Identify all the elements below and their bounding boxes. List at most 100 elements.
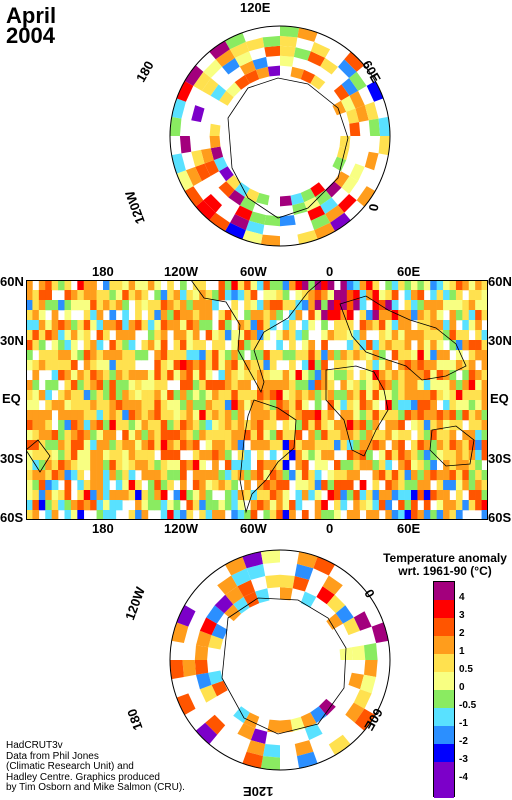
anomaly-cell [353, 450, 360, 461]
anomaly-cell [366, 410, 373, 421]
anomaly-cell [346, 108, 360, 124]
anomaly-cell [346, 490, 354, 501]
right-lat-60n: 60N [488, 274, 512, 289]
anomaly-cell [289, 400, 296, 411]
anomaly-cell [359, 430, 367, 441]
top-lon-0: 0 [326, 264, 334, 279]
anomaly-cell [340, 350, 348, 361]
anomaly-cell [205, 430, 213, 441]
anomaly-cell [423, 490, 431, 501]
anomaly-cell [481, 470, 488, 481]
anomaly-cell [263, 360, 271, 371]
anomaly-cell [96, 290, 104, 301]
anomaly-cell [58, 420, 65, 431]
anomaly-cell [173, 340, 181, 351]
anomaly-cell [218, 310, 226, 321]
anomaly-cell [218, 350, 226, 361]
anomaly-cell [378, 116, 390, 136]
anomaly-cell [109, 410, 117, 421]
anomaly-cell [58, 410, 65, 421]
anomaly-cell [173, 490, 181, 501]
anomaly-cell [308, 380, 316, 391]
anomaly-cell [310, 41, 331, 58]
anomaly-cell [38, 470, 46, 481]
anomaly-cell [209, 123, 221, 136]
anomaly-cell [246, 740, 266, 757]
anomaly-cell [90, 300, 97, 311]
anomaly-cell [83, 450, 91, 461]
anomaly-cell [115, 380, 123, 391]
anomaly-cell [32, 310, 40, 321]
anomaly-cell [96, 460, 104, 471]
credit-line-1: HadCRUT3v [6, 740, 63, 751]
anomaly-cell [449, 360, 457, 371]
anomaly-cell [280, 215, 296, 227]
anomaly-cell [77, 390, 85, 401]
anomaly-cell [141, 420, 149, 431]
anomaly-cell [346, 440, 354, 451]
anomaly-cell [280, 45, 296, 57]
anomaly-cell [449, 500, 457, 511]
anomaly-cell [154, 280, 162, 291]
legend-tick-label: -1 [459, 718, 468, 729]
anomaly-cell [263, 310, 271, 321]
anomaly-cell [269, 300, 277, 311]
anomaly-cell [135, 380, 142, 391]
anomaly-cell [96, 400, 104, 411]
anomaly-cell [443, 440, 450, 451]
anomaly-cell [334, 400, 341, 411]
anomaly-cell [32, 370, 40, 381]
anomaly-cell [32, 300, 40, 311]
anomaly-cell [167, 500, 174, 511]
anomaly-cell [186, 400, 194, 411]
anomaly-cell [186, 510, 194, 520]
anomaly-cell [346, 350, 354, 361]
anomaly-cell [468, 470, 476, 481]
anomaly-cell [475, 490, 482, 501]
anomaly-cell [51, 400, 59, 411]
anomaly-cell [250, 280, 258, 291]
anomaly-cell [212, 410, 219, 421]
anomaly-cell [346, 510, 354, 520]
anomaly-cell [398, 400, 405, 411]
anomaly-cell [455, 410, 463, 421]
anomaly-cell [51, 350, 59, 361]
anomaly-cell [173, 390, 181, 401]
anomaly-cell [257, 450, 264, 461]
anomaly-cell [366, 380, 373, 391]
anomaly-cell [481, 410, 488, 421]
anomaly-cell [160, 310, 168, 321]
anomaly-cell [214, 594, 234, 614]
anomaly-cell [430, 280, 437, 291]
anomaly-cell [340, 360, 348, 371]
anomaly-cell [45, 390, 52, 401]
anomaly-cell [147, 440, 155, 451]
anomaly-cell [83, 350, 91, 361]
anomaly-cell [314, 350, 322, 361]
anomaly-cell [186, 460, 194, 471]
anomaly-cell [475, 310, 482, 321]
anomaly-cell [213, 156, 228, 172]
anomaly-cell [280, 574, 295, 589]
anomaly-cell [475, 400, 482, 411]
anomaly-cell [122, 300, 129, 311]
anomaly-cell [321, 280, 328, 291]
anomaly-cell [70, 390, 78, 401]
anomaly-cell [301, 470, 309, 481]
anomaly-cell [167, 480, 174, 491]
anomaly-cell [122, 330, 129, 341]
anomaly-cell [339, 647, 353, 660]
anomaly-cell [301, 280, 309, 291]
anomaly-cell [115, 280, 123, 291]
anomaly-cell [316, 586, 335, 605]
anomaly-cell [212, 350, 219, 361]
anomaly-cell [212, 430, 219, 441]
anomaly-cell [378, 450, 386, 461]
anomaly-cell [257, 360, 264, 371]
anomaly-cell [295, 480, 303, 491]
anomaly-cell [154, 330, 162, 341]
anomaly-cell [122, 390, 129, 401]
anomaly-cell [83, 280, 91, 291]
anomaly-cell [276, 460, 283, 471]
anomaly-cell [443, 320, 450, 331]
